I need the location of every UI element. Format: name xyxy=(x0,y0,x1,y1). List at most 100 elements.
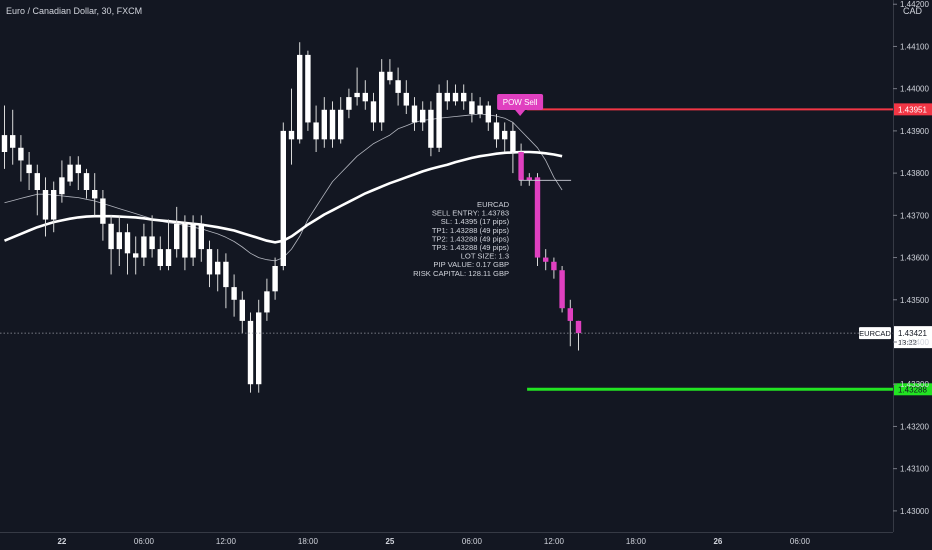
candle[interactable] xyxy=(149,215,155,258)
candle[interactable] xyxy=(502,122,508,152)
candle[interactable] xyxy=(321,97,327,148)
candle[interactable] xyxy=(34,164,40,216)
candle[interactable] xyxy=(116,215,122,266)
candle[interactable] xyxy=(370,92,377,131)
candle-body xyxy=(75,164,81,174)
candle-body xyxy=(288,130,295,140)
candles[interactable] xyxy=(1,42,582,393)
last-price-tag: 1.43421 xyxy=(898,329,927,338)
candle[interactable] xyxy=(485,101,491,131)
candle-body xyxy=(206,249,213,275)
candle-body xyxy=(165,249,172,266)
candle[interactable] xyxy=(124,223,131,275)
candle-body xyxy=(534,177,541,258)
candle[interactable] xyxy=(1,105,8,169)
candle[interactable] xyxy=(256,299,262,393)
candle[interactable] xyxy=(239,291,245,334)
candle-body xyxy=(559,270,565,309)
candle[interactable] xyxy=(452,84,459,106)
candle[interactable] xyxy=(92,173,98,216)
candle[interactable] xyxy=(469,92,475,123)
candle-body xyxy=(51,190,57,220)
candle[interactable] xyxy=(567,299,573,347)
candle[interactable] xyxy=(83,168,90,199)
candle[interactable] xyxy=(198,215,204,262)
candle[interactable] xyxy=(215,249,221,292)
price-tick-label: 1.43900 xyxy=(900,127,929,136)
candle[interactable] xyxy=(10,109,16,165)
candle[interactable] xyxy=(395,67,401,106)
candle[interactable] xyxy=(346,88,352,119)
candle-body xyxy=(256,312,262,385)
candle[interactable] xyxy=(543,249,549,271)
candle[interactable] xyxy=(551,257,557,279)
candle[interactable] xyxy=(477,97,483,119)
candle[interactable] xyxy=(67,156,73,186)
candle[interactable] xyxy=(100,190,106,241)
candle-body xyxy=(329,109,336,140)
candle[interactable] xyxy=(182,215,188,271)
candle[interactable] xyxy=(387,59,393,85)
currency-label[interactable]: CAD xyxy=(902,6,922,16)
time-tick-label: 22 xyxy=(57,537,66,546)
candle[interactable] xyxy=(280,122,286,271)
candle[interactable] xyxy=(526,173,532,186)
candle-body xyxy=(551,261,557,271)
candle[interactable] xyxy=(18,135,24,182)
candle[interactable] xyxy=(59,160,65,203)
candle[interactable] xyxy=(157,236,163,271)
candle[interactable] xyxy=(165,219,172,271)
candle[interactable] xyxy=(436,84,442,152)
candle[interactable] xyxy=(42,177,49,237)
candle[interactable] xyxy=(75,156,81,190)
candle[interactable] xyxy=(264,278,270,321)
candle[interactable] xyxy=(362,80,368,110)
candle[interactable] xyxy=(174,206,180,258)
candle-body xyxy=(26,164,32,174)
candle[interactable] xyxy=(444,80,450,110)
candle[interactable] xyxy=(411,97,418,131)
candle-body xyxy=(100,198,106,224)
candle[interactable] xyxy=(108,215,114,275)
candle[interactable] xyxy=(206,240,213,288)
candle-body xyxy=(502,130,508,140)
candle[interactable] xyxy=(51,181,57,233)
candle[interactable] xyxy=(420,101,426,131)
candle-body xyxy=(444,92,450,102)
candle[interactable] xyxy=(518,143,524,186)
candle-body xyxy=(264,291,270,313)
candle[interactable] xyxy=(288,88,295,165)
candle-body xyxy=(297,54,303,140)
candle[interactable] xyxy=(297,42,303,144)
candle[interactable] xyxy=(313,105,319,152)
stop-loss-price-tag-bg xyxy=(894,103,932,116)
annotation-line: PIP VALUE: 0.17 GBP xyxy=(433,260,509,269)
candle-body xyxy=(92,190,98,199)
candle[interactable] xyxy=(231,274,237,317)
candle[interactable] xyxy=(305,50,311,131)
candle[interactable] xyxy=(272,257,278,300)
candle[interactable] xyxy=(247,312,254,393)
candle[interactable] xyxy=(141,223,147,266)
candle[interactable] xyxy=(575,320,582,351)
candle[interactable] xyxy=(403,80,409,114)
candle[interactable] xyxy=(461,84,467,110)
candle[interactable] xyxy=(510,122,516,174)
candle[interactable] xyxy=(559,266,565,313)
candle[interactable] xyxy=(338,97,344,144)
candle[interactable] xyxy=(223,253,229,309)
candle[interactable] xyxy=(329,101,336,148)
signal-badge[interactable]: POW Sell xyxy=(497,94,544,116)
candle[interactable] xyxy=(354,67,360,106)
candle[interactable] xyxy=(26,152,32,190)
candle[interactable] xyxy=(493,114,500,148)
candle[interactable] xyxy=(190,215,196,266)
candle[interactable] xyxy=(133,236,139,275)
candle[interactable] xyxy=(379,59,385,131)
candle[interactable] xyxy=(428,101,434,157)
candle-body xyxy=(567,308,573,321)
candle[interactable] xyxy=(534,173,541,266)
